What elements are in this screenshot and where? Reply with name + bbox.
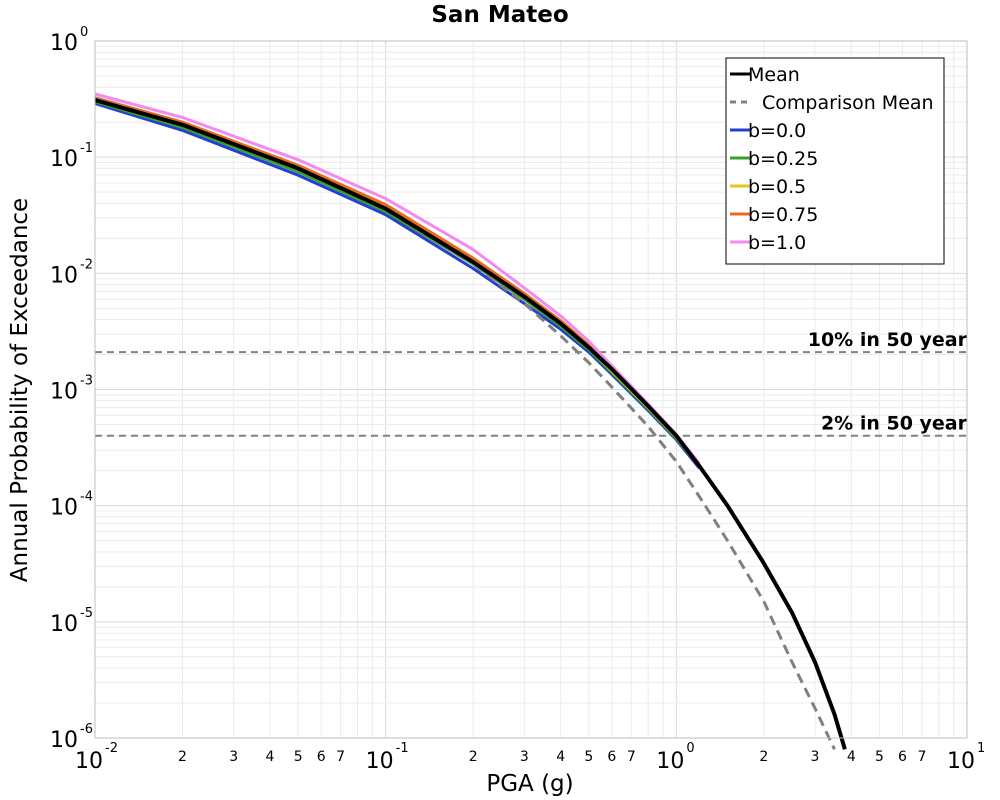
y-tick-exponent: -5 <box>80 606 93 621</box>
x-minor-tick-label: 5 <box>875 749 884 765</box>
series-line <box>94 97 836 750</box>
x-tick-label: 10 <box>947 749 975 774</box>
legend-label: b=0.75 <box>748 204 818 226</box>
y-axis-label: Annual Probability of Exceedance <box>7 198 33 582</box>
x-minor-tick-label: 7 <box>918 749 927 765</box>
x-minor-tick-label: 3 <box>811 749 820 765</box>
series-layer <box>94 92 847 750</box>
y-tick-exponent: -3 <box>80 374 93 389</box>
x-minor-tick-label: 2 <box>178 749 187 765</box>
series-line <box>94 100 701 467</box>
legend-box <box>725 57 945 265</box>
legend-label: b=1.0 <box>748 232 806 254</box>
y-tick-label: 10 <box>50 380 78 405</box>
legend-label: Comparison Mean <box>762 92 934 114</box>
x-minor-tick-label: 6 <box>898 749 907 765</box>
x-minor-tick-label: 3 <box>229 749 238 765</box>
reference-line-label: 2% in 50 year <box>821 413 968 435</box>
series-line <box>94 96 701 465</box>
x-axis-label: PGA (g) <box>486 771 573 797</box>
x-minor-tick-label: 6 <box>607 749 616 765</box>
y-tick-label: 10 <box>50 263 78 288</box>
x-minor-tick-label: 2 <box>469 749 478 765</box>
series-line <box>94 98 847 750</box>
x-tick-label: 10 <box>75 749 103 774</box>
y-tick-exponent: -2 <box>80 257 93 272</box>
y-tick-label: 10 <box>50 496 78 521</box>
y-tick-exponent: -6 <box>80 722 93 737</box>
y-tick-label: 10 <box>50 612 78 637</box>
reference-lines: 10% in 50 year 2% in 50 year <box>95 329 968 437</box>
x-minor-tick-label: 4 <box>266 749 275 765</box>
y-tick-label: 10 <box>50 147 78 172</box>
x-tick-exponent: 0 <box>686 741 694 756</box>
legend-label: Mean <box>748 64 800 86</box>
x-minor-tick-label: 3 <box>520 749 529 765</box>
x-minor-tick-label: 6 <box>317 749 326 765</box>
legend-label: b=0.5 <box>748 176 806 198</box>
x-tick-exponent: 1 <box>977 741 985 756</box>
y-tick-exponent: -4 <box>80 490 93 505</box>
y-tick-label: 10 <box>50 728 78 753</box>
x-tick-exponent: -2 <box>105 741 118 756</box>
series-line <box>94 102 701 470</box>
grid <box>94 41 967 739</box>
series-line <box>94 98 701 467</box>
x-minor-tick-label: 2 <box>759 749 768 765</box>
legend[interactable]: Mean Comparison Mean b=0.0 b=0.25 b=0.5 b=0.7… <box>725 57 945 265</box>
x-minor-tick-label: 7 <box>627 749 636 765</box>
plot-frame <box>94 40 968 739</box>
chart-title: San Mateo <box>431 2 568 28</box>
x-minor-tick-label: 5 <box>294 749 303 765</box>
x-tick-label: 10 <box>656 749 684 774</box>
x-tick-label: 10 <box>366 749 394 774</box>
y-tick-exponent: 0 <box>80 25 88 40</box>
y-tick-label: 10 <box>50 31 78 56</box>
x-minor-tick-label: 5 <box>584 749 593 765</box>
y-tick-exponent: -1 <box>80 141 93 156</box>
legend-label: b=0.25 <box>748 148 818 170</box>
x-minor-tick-label: 4 <box>847 749 856 765</box>
legend-label: b=0.0 <box>748 120 806 142</box>
reference-line-label: 10% in 50 year <box>808 329 968 351</box>
x-minor-tick-label: 7 <box>336 749 345 765</box>
x-minor-tick-label: 4 <box>556 749 565 765</box>
x-tick-exponent: -1 <box>396 741 409 756</box>
